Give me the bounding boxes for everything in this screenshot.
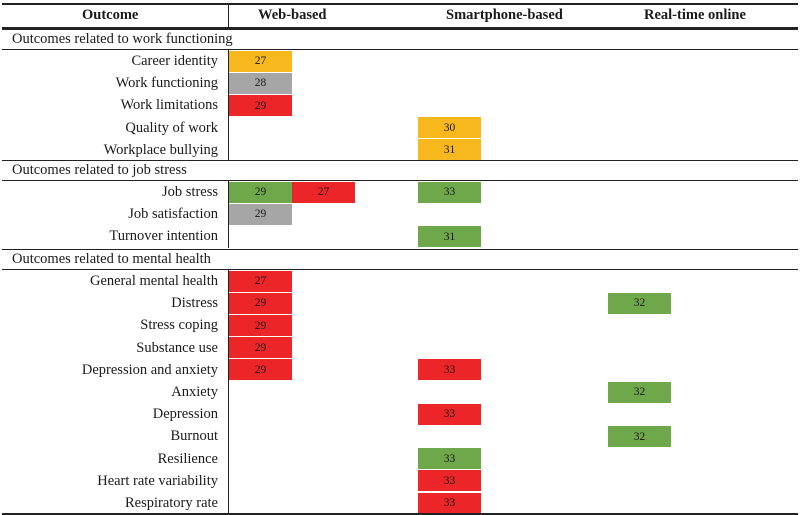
- row-label: Work functioning: [115, 75, 218, 92]
- study-reference-cell: 33: [418, 470, 481, 492]
- row-label: Job satisfaction: [128, 206, 218, 223]
- row-label: General mental health: [89, 273, 218, 289]
- header-bottom-rule: [2, 27, 798, 29]
- study-reference-cell: 28: [229, 72, 292, 94]
- section-rule: [2, 249, 798, 250]
- study-reference-cell: 29: [229, 292, 292, 314]
- row-label: Career identity: [131, 53, 218, 69]
- study-reference-cell: 33: [418, 359, 481, 381]
- row-label: Heart rate variability: [97, 472, 218, 489]
- section-title-rule: [2, 269, 798, 270]
- row-label: Burnout: [170, 428, 218, 445]
- row-label: Turnover intention: [109, 228, 218, 245]
- study-reference-cell: 33: [418, 448, 481, 470]
- study-reference-cell: 33: [418, 492, 481, 514]
- section-title: Outcomes related to job stress: [12, 162, 187, 178]
- row-label: Job stress: [162, 184, 218, 200]
- section-column-divider: [228, 50, 229, 161]
- section-title: Outcomes related to work functioning: [12, 31, 233, 47]
- section-column-divider: [228, 181, 229, 248]
- table-top-rule: [2, 3, 798, 5]
- section-rule: [2, 29, 798, 30]
- row-label: Stress coping: [140, 317, 218, 334]
- row-label: Substance use: [136, 339, 218, 356]
- row-label: Respiratory rate: [124, 495, 218, 511]
- study-reference-cell: 29: [229, 95, 292, 116]
- study-reference-cell: 29: [229, 181, 292, 203]
- table-bottom-rule: [2, 513, 798, 515]
- section-title-rule: [2, 49, 798, 50]
- study-reference-cell: 33: [418, 181, 481, 203]
- study-reference-cell: 29: [229, 315, 292, 336]
- header-column-divider: [228, 4, 229, 27]
- study-reference-cell: 29: [229, 203, 292, 225]
- section-rule: [2, 160, 798, 161]
- row-label: Depression: [152, 406, 218, 423]
- study-reference-cell: 32: [608, 381, 671, 403]
- row-label: Resilience: [157, 450, 218, 467]
- section-title-rule: [2, 180, 798, 181]
- section-column-divider: [228, 270, 229, 515]
- study-reference-cell: 30: [418, 117, 481, 139]
- row-label: Depression and anxiety: [81, 361, 218, 378]
- header-outcome: Outcome: [82, 7, 139, 23]
- header-smartphone-based: Smartphone-based: [446, 7, 563, 23]
- header-web-based: Web-based: [258, 7, 327, 23]
- study-reference-cell: 29: [229, 359, 292, 381]
- study-reference-cell: 31: [418, 139, 481, 161]
- row-label: Quality of work: [125, 119, 218, 136]
- row-label: Workplace bullying: [103, 141, 218, 158]
- row-label: Distress: [171, 295, 218, 312]
- row-label: Anxiety: [171, 384, 218, 400]
- row-label: Work limitations: [120, 97, 218, 114]
- study-reference-cell: 32: [608, 426, 671, 447]
- header-real-time-online: Real-time online: [644, 7, 746, 23]
- study-reference-cell: 33: [418, 403, 481, 425]
- section-title: Outcomes related to mental health: [12, 251, 211, 267]
- study-reference-cell: 27: [229, 50, 292, 72]
- study-reference-cell: 29: [229, 337, 292, 359]
- study-reference-cell: 27: [292, 181, 355, 203]
- study-reference-cell: 27: [229, 270, 292, 292]
- study-reference-cell: 31: [418, 226, 481, 247]
- study-reference-cell: 32: [608, 292, 671, 314]
